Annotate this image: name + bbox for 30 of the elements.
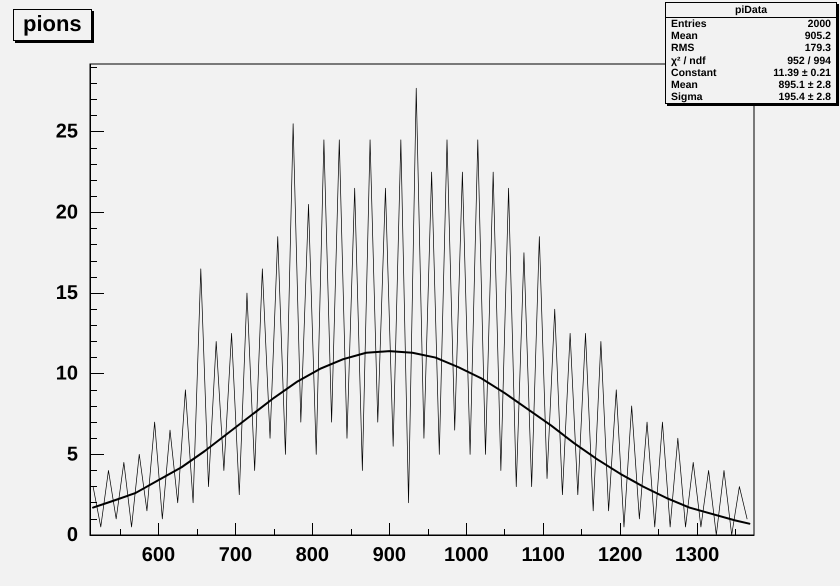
x-tick-label: 600 [142,544,176,566]
chart-title: pions [13,9,92,41]
x-tick-label: 1300 [674,544,720,566]
y-tick-label: 10 [56,362,78,385]
text: 2000 [808,18,831,30]
y-tick-label: 15 [56,282,78,304]
annotation: Constant [671,66,716,80]
y-tick-label: 0 [66,524,78,546]
x-tick-label: 1200 [598,544,642,566]
annotation: Sigma [671,91,703,104]
x-tick-label: 1100 [521,544,565,566]
x-tick-label: 1000 [444,544,488,566]
x-tick-label: 700 [218,544,252,566]
text: 952 / 994 [787,54,831,67]
x-tick-label: 800 [296,544,330,566]
text: 905.2 [804,30,831,42]
y-tick-label: 5 [66,443,78,466]
y-tick-label: 25 [56,120,78,143]
text: 195.4 ± 2.8 [778,91,831,104]
x-tick-label: 900 [372,544,406,566]
annotation: χ² / ndf [671,54,706,67]
text: 11.39 ± 0.21 [773,66,831,80]
text: Mean [671,30,698,42]
text: 179.3 [804,42,831,55]
text: 895.1 ± 2.8 [778,79,831,92]
y-tick-label: 20 [56,201,78,224]
annotation: Mean [671,79,698,92]
text: RMS [671,42,694,55]
text: piData [666,3,836,18]
text: Entries [671,18,707,30]
